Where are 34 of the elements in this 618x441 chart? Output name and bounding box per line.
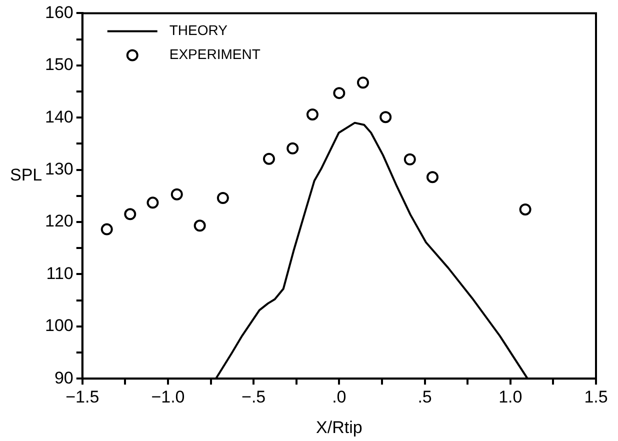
point (404, 153, 416, 166)
legend-label: EXPERIMENT (169, 46, 261, 62)
y-tick-label: 140 (44, 107, 74, 126)
y-tick-label: 150 (44, 55, 74, 74)
y-tick-label: 160 (44, 2, 74, 22)
y-tick-label: 100 (44, 316, 74, 336)
point (519, 203, 532, 216)
x-tick-label: −1.0 (151, 387, 185, 406)
point (170, 188, 183, 200)
x-axis-title: X/Rtip (316, 418, 362, 438)
x-tick-label: 1.5 (584, 387, 608, 406)
y-tick-label: 90 (54, 368, 74, 388)
x-tick-label: 1.0 (498, 387, 522, 406)
y-tick-label: 130 (44, 159, 74, 178)
point (426, 171, 438, 184)
point (194, 220, 206, 232)
y-axis-title: SPL (10, 166, 42, 185)
x-tick-label: −1.5 (66, 387, 100, 406)
point (333, 87, 346, 100)
legend-label: THEORY (169, 22, 228, 38)
point (100, 223, 113, 236)
point (380, 111, 392, 124)
point (356, 76, 369, 89)
x-tick-label: −.5 (242, 387, 266, 406)
x-tick-label: .0 (332, 387, 346, 406)
point (262, 152, 275, 165)
point (216, 192, 229, 204)
y-tick-label: 110 (46, 264, 74, 283)
y-tick-label: 120 (44, 212, 74, 231)
point (146, 196, 159, 209)
x-tick-label: .5 (418, 387, 432, 406)
point (286, 142, 299, 154)
point (306, 108, 318, 120)
point (124, 208, 136, 220)
